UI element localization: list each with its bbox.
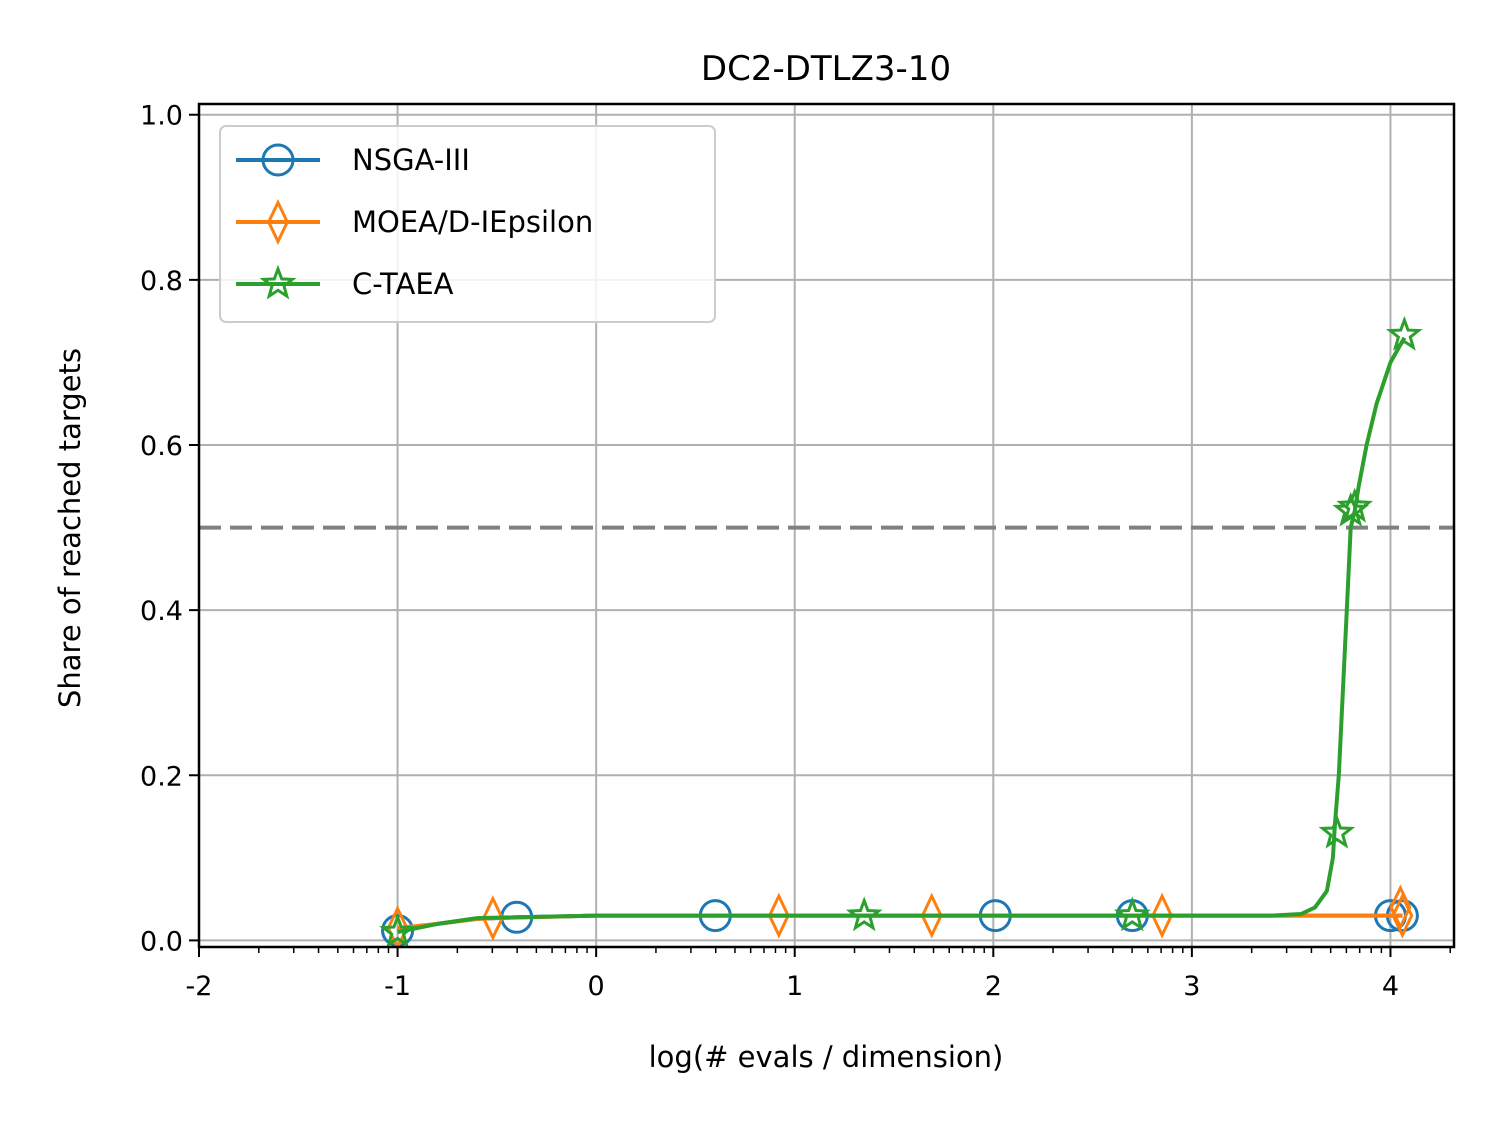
legend-label: MOEA/D-IEpsilon	[352, 205, 593, 239]
star-marker	[1113, 896, 1151, 932]
x-tick-label: 4	[1382, 971, 1399, 1002]
star-marker	[1318, 813, 1356, 849]
x-tick-label: -1	[384, 971, 411, 1002]
series-line	[397, 336, 1407, 935]
star-marker	[1336, 487, 1374, 523]
legend: NSGA-III MOEA/D-IEpsilon C-TAEA	[219, 125, 716, 323]
x-tick-label: 0	[588, 971, 605, 1002]
series-group	[379, 315, 1423, 951]
diamond-marker	[481, 895, 504, 942]
axis-ticks: -2 -1 0 1 2 3 4 0.0 0.2 0.4 0.6 0.8 1.0	[140, 101, 1451, 1002]
diamond-marker	[1391, 892, 1414, 939]
x-tick-label: 2	[985, 971, 1002, 1002]
legend-label: NSGA-III	[352, 143, 470, 177]
y-tick-label: 0.2	[140, 761, 183, 792]
circle-marker	[261, 143, 295, 177]
x-axis-label: log(# evals / dimension)	[649, 1040, 1004, 1074]
series-c-taea	[379, 315, 1423, 948]
x-tick-label: 3	[1183, 971, 1200, 1002]
star-marker	[379, 912, 416, 948]
y-tick-label: 0.0	[140, 926, 183, 957]
star-marker	[845, 896, 883, 932]
diamond-marker	[1389, 884, 1412, 931]
y-axis-label: Share of reached targets	[53, 348, 87, 708]
diamond-marker	[920, 892, 943, 939]
plot-frame	[197, 102, 1456, 949]
y-tick-label: 0.6	[140, 431, 183, 462]
legend-box	[219, 125, 716, 323]
y-tick-label: 1.0	[140, 101, 183, 132]
x-tick-label: 1	[786, 971, 803, 1002]
y-tick-label: 0.8	[140, 266, 183, 297]
chart-title: DC2-DTLZ3-10	[701, 49, 951, 89]
diamond-marker	[767, 892, 790, 939]
y-tick-label: 0.4	[140, 596, 183, 627]
star-marker	[1385, 315, 1423, 351]
x-tick-label: -2	[186, 971, 213, 1002]
star-marker	[259, 264, 297, 300]
diamond-marker	[267, 199, 289, 245]
diamond-marker	[1151, 892, 1174, 939]
legend-label: C-TAEA	[352, 267, 454, 301]
